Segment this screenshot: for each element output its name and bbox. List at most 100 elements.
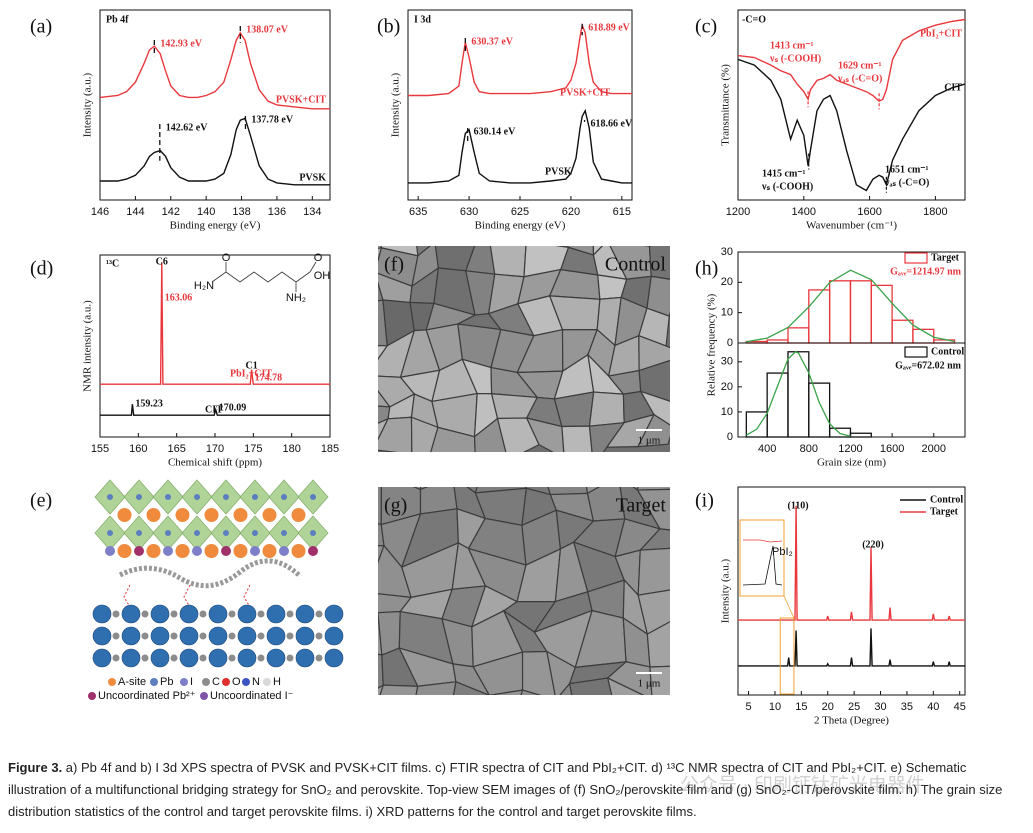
legend-label: Control: [930, 494, 963, 505]
peak-label: 142.93 eV: [160, 38, 202, 49]
y-tick-label: 30: [721, 356, 733, 368]
sem-grain: [378, 683, 385, 695]
zoom-box: [779, 617, 795, 695]
sem-image: [378, 246, 670, 452]
sno2-sn: [92, 648, 112, 668]
x-tick-label: 800: [800, 443, 818, 455]
panel-label: (a): [30, 16, 52, 38]
histogram-bar: [870, 284, 893, 344]
caption: Figure 3. a) Pb 4f and b) I 3d XPS spect…: [8, 757, 1028, 823]
series-label: PVSK: [299, 172, 326, 183]
histogram-bar: [808, 382, 831, 438]
x-tick-label: 635: [409, 206, 427, 218]
x-tick-label: 180: [282, 443, 300, 455]
pb-atom: [165, 494, 171, 500]
sem-grain: [525, 417, 565, 452]
molecule-label: O: [314, 252, 323, 264]
x-tick-label: 30: [874, 701, 886, 713]
y-tick-label: 30: [721, 246, 733, 258]
sem-grain: [568, 677, 613, 695]
i-atom: [192, 546, 202, 556]
a-site: [204, 508, 219, 522]
i-atom: [250, 546, 260, 556]
fit-curve: [745, 351, 851, 437]
sno2-o: [141, 654, 149, 662]
sem-grain: [643, 246, 651, 247]
uncoordinated-pb: [134, 546, 144, 556]
histogram-bar: [787, 351, 810, 438]
x-tick-label: 185: [321, 443, 339, 455]
peak-label: 170.09: [219, 402, 247, 413]
legend-label: A-site: [118, 676, 146, 688]
sno2-o: [286, 632, 294, 640]
pb-atom: [252, 494, 258, 500]
sno2-sn: [237, 648, 257, 668]
sno2-sn: [295, 648, 315, 668]
cit-chain: [118, 558, 302, 589]
peak-label: 163.06: [165, 292, 193, 303]
scale-label: 1 μm: [638, 678, 661, 690]
legend-swatch: [108, 678, 116, 686]
x-tick-label: 1200: [726, 206, 750, 218]
peak-label: (220): [862, 539, 884, 550]
sem-grain: [412, 487, 422, 491]
pb-atom: [252, 530, 258, 536]
legend-label: N: [252, 676, 260, 688]
series-label: PVSK+CIT: [560, 87, 610, 98]
sem-grain: [561, 425, 593, 452]
sem-grain: [415, 681, 457, 695]
sno2-sn: [150, 648, 170, 668]
sem-grain: [378, 653, 384, 689]
peak-label: 142.62 eV: [166, 122, 208, 133]
sno2-o: [170, 610, 178, 618]
x-tick-label: 165: [167, 443, 185, 455]
a-site: [117, 508, 132, 522]
sem-grain: [606, 676, 645, 695]
histogram-bar: [787, 327, 810, 344]
series-line: [738, 505, 965, 621]
sno2-o: [228, 610, 236, 618]
legend-swatch: [242, 678, 250, 686]
sno2-sn: [92, 604, 112, 624]
a-site: [262, 544, 277, 558]
panel-label: (b): [377, 16, 400, 38]
y-axis-label: Intensity (a.u.): [720, 558, 732, 623]
pb-atom: [107, 494, 113, 500]
sno2-o: [112, 610, 120, 618]
mode-label: νₐₛ (-C=O): [884, 177, 929, 188]
sem-grain: [378, 416, 413, 452]
sem-grain: [410, 416, 439, 452]
series-label: PVSK+CIT: [276, 94, 326, 105]
legend-swatch: [222, 678, 230, 686]
sem-grain: [488, 689, 524, 695]
i-atom: [279, 546, 289, 556]
sno2-sn: [121, 626, 141, 646]
x-axis-label: Chemical shift (ppm): [168, 457, 262, 469]
sno2-o: [199, 654, 207, 662]
legend-swatch: [180, 678, 188, 686]
sno2-sn: [266, 626, 286, 646]
a-site: [175, 508, 190, 522]
panel-label: (f): [384, 254, 404, 276]
peak-label: 618.66 eV: [591, 118, 633, 129]
series-line: [100, 117, 330, 186]
series-line: [408, 108, 632, 184]
peak-label: 618.89 eV: [588, 22, 630, 33]
sem-grain: [419, 487, 429, 491]
sno2-sn: [266, 604, 286, 624]
sem-grain: [335, 445, 381, 477]
sno2-o: [112, 654, 120, 662]
sno2-o: [315, 632, 323, 640]
sno2-sn: [324, 626, 344, 646]
sem-grain: [638, 359, 670, 402]
series-label: CIT: [944, 82, 962, 93]
average-label: Gₐᵥₑ=672.02 nm: [895, 360, 962, 371]
y-axis-label: Relative frequency (%): [706, 293, 718, 396]
x-tick-label: 1600: [857, 206, 881, 218]
sno2-sn: [208, 604, 228, 624]
panel-label: (g): [384, 495, 407, 517]
sem-grain: [638, 334, 670, 372]
x-tick-label: 35: [901, 701, 913, 713]
series-line: [99, 31, 330, 110]
legend-label: Uncoordinated Pb²⁺: [98, 690, 196, 702]
